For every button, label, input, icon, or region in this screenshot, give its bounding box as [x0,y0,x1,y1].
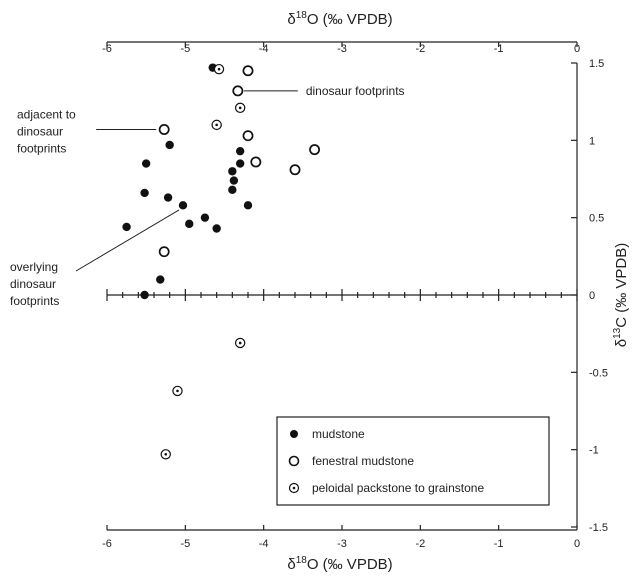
point-series0-12 [200,213,210,222]
legend-label-peloidal-packstone: peloidal packstone to grainstone [312,481,484,495]
point-series1-7 [158,246,170,258]
data-points [122,63,321,460]
point-series1-0 [242,65,254,77]
top-x-axis-title: δ18O (‰ VPDB) [287,10,392,28]
x-tick-label-top-2: -4 [259,43,269,55]
point-series1-6 [289,164,301,176]
point-series0-1 [165,140,174,150]
y-tick-label-3: 0 [589,290,595,302]
point-series0-15 [212,224,221,233]
x-tick-label-bottom-5: -1 [494,538,504,550]
annotation-overlying-line-0: overlying [10,260,58,274]
point-series0-14 [122,222,131,232]
point-series2-5-dot [164,453,168,456]
point-series0-13 [185,219,194,229]
point-series0-16 [156,275,165,284]
point-series0-8 [140,188,149,198]
point-series2-0-dot [217,67,221,71]
legend-marker-fenestral-mudstone [288,455,300,467]
y-tick-label-4: 0.5 [589,213,604,225]
x-tick-label-top-4: -2 [415,43,425,55]
point-series0-2 [141,159,151,168]
x-tick-label-bottom-3: -3 [337,538,347,550]
point-series2-2-dot [215,123,218,127]
x-tick-label-bottom-1: -5 [180,538,190,550]
x-tick-label-bottom-4: -2 [415,538,425,550]
legend-marker-mudstone [290,430,298,438]
point-series1-1 [232,85,244,97]
point-series1-3 [242,130,254,142]
x-tick-label-bottom-6: 0 [574,538,580,550]
legend-label-mudstone: mudstone [312,427,365,441]
x-tick-label-bottom-2: -4 [259,538,269,550]
point-series0-11 [243,201,253,210]
bottom-x-axis-title: δ18O (‰ VPDB) [287,555,392,573]
y-tick-label-1: -1 [589,445,599,457]
axes: -6 -6 -5 -5 -4 -4 -3 -3 -2 -2 -1 -1 0 0 -1.5 -1 -0.5 0 0.5… [102,41,608,550]
legend-marker-peloidal-packstone-dot [292,486,296,490]
annotation-adjacent-line-2: footprints [17,142,66,156]
y-tick-label-6: 1.5 [589,58,604,70]
point-series0-5 [228,167,237,176]
point-series2-3-dot [238,341,242,345]
point-series1-4 [309,144,321,156]
point-series0-3 [235,146,245,156]
point-series2-1-dot [238,106,242,110]
point-series1-5 [250,156,262,168]
point-series2-4-dot [176,389,179,393]
annotation-adjacent-line-1: dinosaur [17,125,63,139]
x-tick-label-top-6: 0 [574,43,580,55]
y-axis-title: δ13C (‰ VPDB) [612,243,630,348]
x-tick-label-top-1: -5 [180,43,190,55]
point-series0-9 [163,193,173,202]
legend: mudstone fenestral mudstone peloidal pac… [276,416,550,506]
point-series0-6 [229,176,239,185]
y-tick-label-2: -0.5 [589,367,608,379]
legend-box [276,416,550,506]
legend-label-fenestral-mudstone: fenestral mudstone [312,454,414,468]
point-series0-10 [178,201,188,210]
x-tick-label-top-0: -6 [102,43,112,55]
annotation-dino-line-0: dinosaur footprints [306,84,405,98]
annotation-overlying-line-2: footprints [10,294,59,308]
point-series0-17 [140,290,149,300]
annotations: dinosaur footprints adjacent to dinosaur fo… [10,84,405,308]
point-series0-4 [235,159,245,168]
annotation-overlying-leader [75,209,180,272]
x-tick-label-bottom-0: -6 [102,538,112,550]
point-series0-7 [228,185,237,195]
x-tick-label-top-3: -3 [337,43,347,55]
annotation-adjacent-line-0: adjacent to [17,108,76,122]
annotation-overlying-line-1: dinosaur [10,277,56,291]
point-series1-2 [158,124,170,135]
x-tick-label-top-5: -1 [494,43,504,55]
y-tick-label-5: 1 [589,135,595,147]
y-tick-label-0: -1.5 [589,522,608,534]
